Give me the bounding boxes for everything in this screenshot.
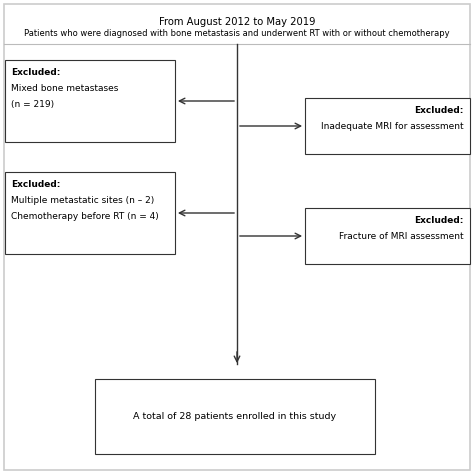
- Text: Excluded:: Excluded:: [415, 216, 464, 225]
- FancyBboxPatch shape: [305, 98, 470, 154]
- FancyBboxPatch shape: [305, 208, 470, 264]
- Text: Chemotherapy before RT (n = 4): Chemotherapy before RT (n = 4): [11, 212, 159, 221]
- Text: Multiple metastatic sites (n – 2): Multiple metastatic sites (n – 2): [11, 196, 154, 205]
- Text: Mixed bone metastases: Mixed bone metastases: [11, 84, 118, 93]
- Text: A total of 28 patients enrolled in this study: A total of 28 patients enrolled in this …: [134, 412, 337, 421]
- FancyBboxPatch shape: [95, 379, 375, 454]
- Text: Patients who were diagnosed with bone metastasis and underwent RT with or withou: Patients who were diagnosed with bone me…: [24, 29, 450, 38]
- Text: Fracture of MRI assessment: Fracture of MRI assessment: [339, 232, 464, 241]
- FancyBboxPatch shape: [4, 4, 470, 470]
- Text: (n = 219): (n = 219): [11, 100, 54, 109]
- FancyBboxPatch shape: [5, 60, 175, 142]
- FancyBboxPatch shape: [5, 172, 175, 254]
- Text: Excluded:: Excluded:: [415, 106, 464, 115]
- Text: Inadequate MRI for assessment: Inadequate MRI for assessment: [321, 122, 464, 131]
- Text: Excluded:: Excluded:: [11, 68, 60, 77]
- Text: Excluded:: Excluded:: [11, 180, 60, 189]
- Text: From August 2012 to May 2019: From August 2012 to May 2019: [159, 17, 315, 27]
